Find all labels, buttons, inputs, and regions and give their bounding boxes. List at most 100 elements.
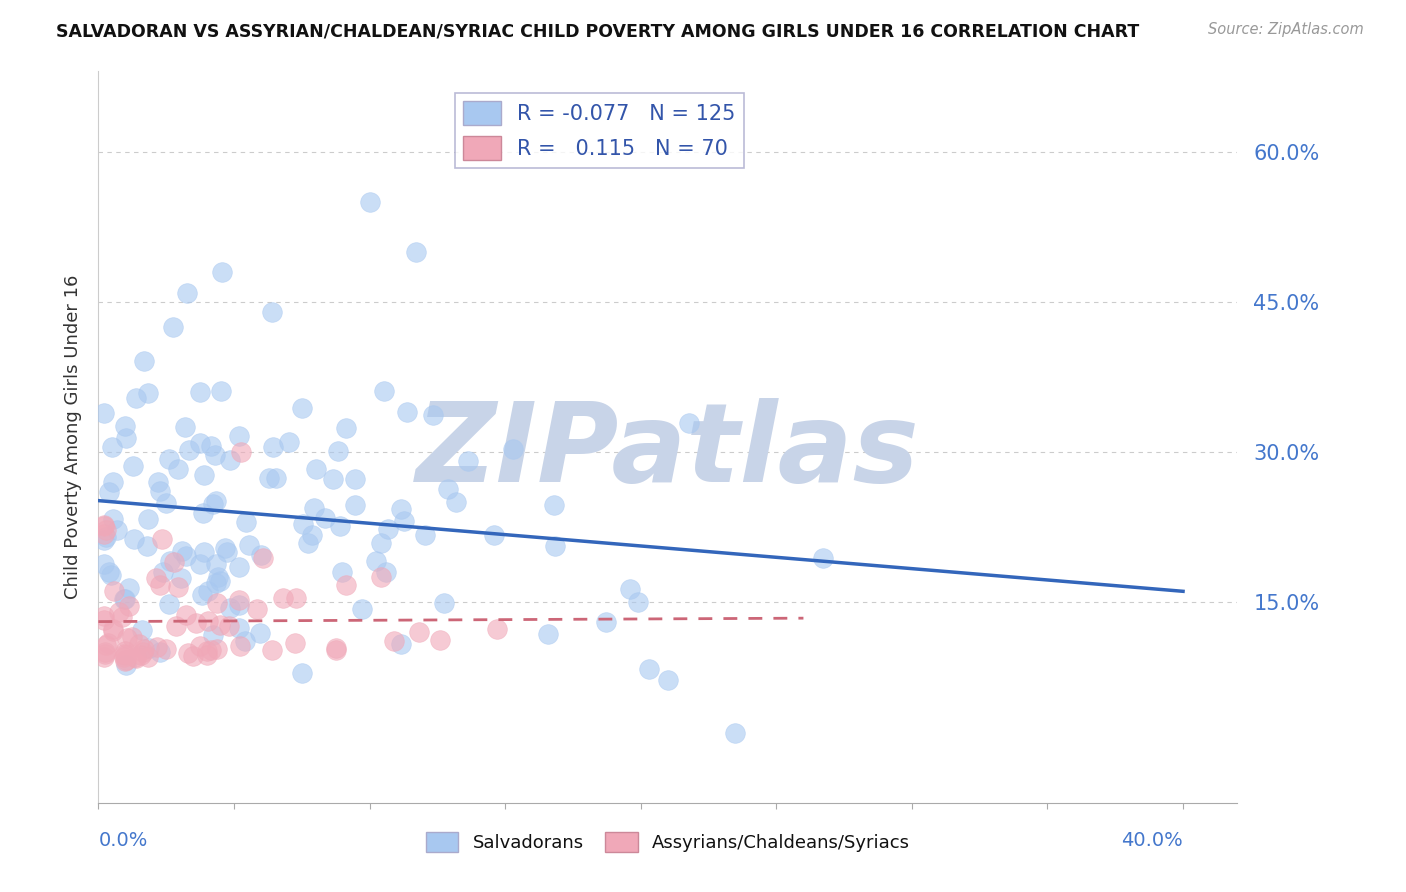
Point [165, 619, 187, 633]
Point [485, 622, 508, 636]
Point [188, 639, 211, 653]
Point [174, 549, 197, 563]
Point [291, 666, 314, 681]
Point [193, 468, 215, 483]
Point [145, 571, 167, 585]
Point [262, 643, 284, 657]
Point [257, 471, 280, 485]
Point [335, 421, 357, 435]
Point [93, 527, 115, 541]
Point [159, 554, 181, 568]
Point [191, 506, 214, 520]
Point [93, 608, 115, 623]
Point [122, 533, 145, 547]
Point [93, 533, 115, 548]
Point [328, 444, 350, 458]
Point [101, 441, 124, 455]
Point [405, 244, 427, 259]
Point [195, 644, 218, 658]
Point [201, 628, 224, 642]
Point [131, 645, 153, 659]
Point [96, 531, 118, 545]
Point [138, 640, 160, 655]
Point [100, 567, 122, 582]
Point [302, 500, 325, 515]
Point [657, 673, 679, 687]
Point [422, 408, 444, 422]
Point [188, 557, 211, 571]
Point [205, 642, 228, 657]
Point [219, 453, 242, 467]
Point [235, 515, 257, 529]
Point [94, 645, 117, 659]
Point [262, 440, 284, 454]
Point [228, 428, 250, 442]
Point [207, 569, 229, 583]
Point [170, 571, 193, 585]
Point [811, 551, 834, 566]
Point [176, 646, 198, 660]
Point [136, 385, 159, 400]
Point [408, 625, 430, 640]
Point [195, 648, 218, 663]
Point [125, 391, 148, 405]
Point [124, 651, 146, 665]
Point [94, 647, 117, 661]
Point [117, 582, 139, 596]
Point [132, 353, 155, 368]
Text: 0.0%: 0.0% [98, 830, 148, 850]
Point [152, 565, 174, 579]
Point [249, 625, 271, 640]
Point [176, 607, 198, 622]
Point [93, 519, 115, 533]
Point [114, 592, 136, 607]
Point [107, 605, 129, 619]
Point [314, 511, 336, 525]
Point [228, 621, 250, 635]
Point [115, 632, 138, 646]
Point [121, 458, 143, 473]
Point [437, 482, 460, 496]
Point [114, 592, 136, 607]
Point [149, 483, 172, 498]
Point [188, 436, 211, 450]
Point [366, 554, 388, 568]
Point [93, 649, 115, 664]
Point [291, 517, 314, 532]
Point [214, 541, 236, 556]
Point [278, 435, 301, 450]
Point [208, 617, 231, 632]
Point [229, 640, 252, 654]
Point [197, 583, 219, 598]
Point [329, 519, 352, 533]
Point [162, 319, 184, 334]
Point [305, 462, 328, 476]
Point [627, 595, 650, 609]
Legend: Salvadorans, Assyrians/Chaldeans/Syriacs: Salvadorans, Assyrians/Chaldeans/Syriacs [419, 824, 917, 860]
Point [201, 497, 224, 511]
Point [93, 518, 115, 533]
Point [543, 539, 565, 553]
Point [193, 545, 215, 559]
Point [97, 636, 120, 650]
Point [208, 574, 231, 589]
Text: Source: ZipAtlas.com: Source: ZipAtlas.com [1208, 22, 1364, 37]
Point [173, 420, 195, 434]
Point [264, 471, 287, 485]
Point [128, 637, 150, 651]
Y-axis label: Child Poverty Among Girls Under 16: Child Poverty Among Girls Under 16 [63, 275, 82, 599]
Text: ZIPatlas: ZIPatlas [416, 398, 920, 505]
Point [131, 623, 153, 637]
Point [332, 565, 354, 579]
Point [204, 448, 226, 462]
Point [502, 442, 524, 456]
Point [163, 555, 186, 569]
Point [136, 649, 159, 664]
Point [105, 524, 128, 538]
Point [335, 578, 357, 592]
Point [215, 545, 238, 559]
Point [394, 514, 416, 528]
Point [132, 642, 155, 657]
Point [118, 599, 141, 613]
Point [219, 601, 242, 615]
